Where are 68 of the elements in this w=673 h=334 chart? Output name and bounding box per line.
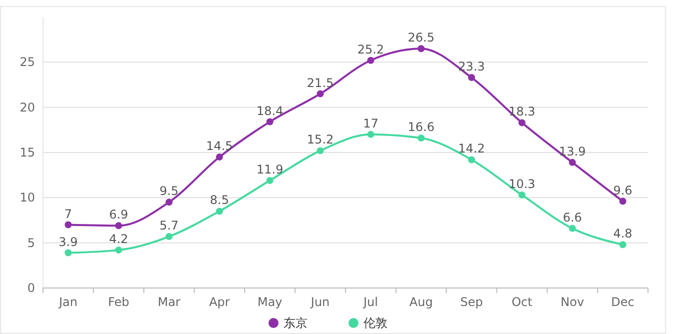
y-tick-label: 15 [20,146,35,160]
point [568,224,576,232]
x-tick-label: Nov [560,295,584,309]
data-label: 5.7 [159,218,179,233]
x-tick-label: Oct [512,295,533,309]
data-label: 14.5 [206,139,233,154]
point [468,156,476,164]
point [518,191,526,198]
x-tick-label: Feb [108,295,130,309]
point [216,208,223,215]
data-label: 7 [64,206,72,221]
data-label: 23.3 [458,60,485,74]
data-label: 4.8 [613,226,632,241]
data-label: 14.2 [458,142,485,156]
point [166,233,173,240]
data-label: 6.6 [562,210,582,224]
x-tick-label: Mar [158,295,180,309]
x-tick-label: Jan [58,295,78,309]
data-label: 18.4 [256,104,284,118]
point [64,249,72,256]
x-tick-label: Dec [611,295,634,309]
x-tick-label: Sep [460,295,483,309]
data-label: 9.5 [159,184,179,198]
data-label: 15.2 [306,132,334,147]
x-tick-label: Aug [409,295,433,309]
y-tick-label: 25 [20,55,35,70]
point [518,119,526,126]
point [115,246,122,254]
data-label: 21.5 [306,76,334,90]
x-tick-label: Jul [362,295,378,309]
point [266,118,274,126]
point [619,198,626,205]
data-label: 4.2 [109,232,128,246]
point [418,45,425,52]
legend-label: 东京 [284,316,308,330]
data-label: 25.2 [357,42,384,56]
point [266,177,274,184]
data-label: 26.5 [408,30,434,45]
y-tick-label: 10 [20,190,35,205]
data-label: 6.9 [109,208,128,222]
point [468,74,476,82]
data-label: 3.9 [58,234,78,249]
point [115,222,122,230]
point [568,158,576,166]
point [216,154,223,161]
point [367,56,374,64]
data-label: 10.3 [508,176,536,191]
x-tick-label: Jun [310,295,330,309]
data-label: 17 [363,116,378,130]
x-tick-label: Apr [209,295,230,309]
data-label: 8.5 [210,193,230,208]
data-label: 16.6 [408,120,434,134]
point [166,198,173,206]
point [367,130,374,138]
point [64,221,72,228]
legend-label: 伦敦 [364,316,388,330]
point [316,147,324,154]
y-tick-label: 0 [27,281,35,295]
data-label: 18.3 [508,104,536,119]
point [418,134,425,142]
data-label: 9.6 [613,183,632,198]
data-label: 11.9 [256,162,284,177]
y-tick-label: 20 [20,100,35,114]
point [316,90,324,98]
x-tick-label: May [257,295,282,309]
data-label: 13.9 [559,144,586,158]
point [619,241,626,248]
y-tick-label: 5 [27,236,35,250]
